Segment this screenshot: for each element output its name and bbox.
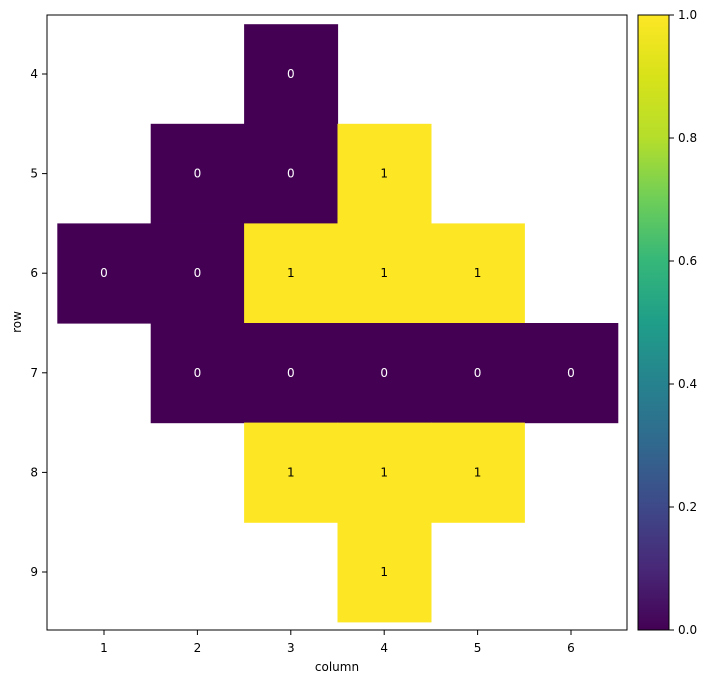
cell-value-label: 1 <box>380 465 388 479</box>
plot-frame <box>46 14 628 631</box>
cell-value-label: 0 <box>194 366 202 380</box>
y-axis-ticks: 4 5 6 7 8 9 <box>30 67 47 579</box>
y-tick-label: 4 <box>30 67 38 81</box>
y-tick-label: 9 <box>30 565 38 579</box>
x-tick-label: 1 <box>100 641 108 655</box>
x-axis-ticks: 1 2 3 4 5 6 <box>100 630 575 655</box>
cell-value-label: 1 <box>474 266 482 280</box>
heatmap-cell-labels: 0 0 0 1 0 0 1 1 1 0 0 0 0 0 1 1 1 1 <box>100 67 575 579</box>
heatmap-cell <box>150 323 245 424</box>
x-tick-label: 5 <box>474 641 482 655</box>
colorbar-tick-label: 0.4 <box>678 377 697 391</box>
heatmap-cell <box>337 323 432 424</box>
colorbar-tick-label: 0.8 <box>678 131 697 145</box>
colorbar <box>637 14 670 631</box>
y-tick-label: 5 <box>30 167 38 181</box>
x-tick-label: 4 <box>380 641 388 655</box>
y-tick-label: 6 <box>30 266 38 280</box>
colorbar-tick-label: 1.0 <box>678 8 697 22</box>
colorbar-tick-label: 0.0 <box>678 623 697 637</box>
y-axis-label: row <box>10 311 24 333</box>
cell-value-label: 1 <box>380 266 388 280</box>
heatmap-cell <box>150 223 245 324</box>
cell-value-label: 1 <box>380 565 388 579</box>
heatmap-cell <box>337 522 432 623</box>
colorbar-ticks: 0.0 0.2 0.4 0.6 0.8 1.0 <box>669 8 697 637</box>
x-axis-label: column <box>315 660 359 674</box>
heatmap-cell <box>150 123 245 224</box>
cell-value-label: 0 <box>567 366 575 380</box>
cell-value-label: 0 <box>194 167 202 181</box>
cell-value-label: 0 <box>287 67 295 81</box>
cell-value-label: 0 <box>100 266 108 280</box>
cell-value-label: 1 <box>474 465 482 479</box>
x-tick-label: 3 <box>287 641 295 655</box>
colorbar-tick-label: 0.6 <box>678 254 697 268</box>
y-tick-label: 8 <box>30 465 38 479</box>
heatmap-cell <box>337 223 432 324</box>
cell-value-label: 0 <box>287 366 295 380</box>
x-tick-label: 6 <box>567 641 575 655</box>
cell-value-label: 0 <box>287 167 295 181</box>
x-tick-label: 2 <box>194 641 202 655</box>
heatmap-cell <box>244 24 339 125</box>
heatmap-cell <box>244 123 339 224</box>
heatmap-cells <box>57 24 619 623</box>
cell-value-label: 1 <box>287 266 295 280</box>
heatmap-cell <box>337 123 432 224</box>
heatmap-cell <box>430 323 525 424</box>
cell-value-label: 0 <box>380 366 388 380</box>
heatmap-cell <box>430 422 525 523</box>
heatmap-cell <box>57 223 152 324</box>
cell-value-label: 1 <box>287 465 295 479</box>
colorbar-tick-label: 0.2 <box>678 500 697 514</box>
heatmap-cell <box>524 323 619 424</box>
heatmap-cell <box>244 223 339 324</box>
cell-value-label: 0 <box>474 366 482 380</box>
y-tick-label: 7 <box>30 366 38 380</box>
cell-value-label: 0 <box>194 266 202 280</box>
heatmap-cell <box>337 422 432 523</box>
cell-value-label: 1 <box>380 167 388 181</box>
heatmap-cell <box>430 223 525 324</box>
heatmap-cell <box>244 323 339 424</box>
heatmap-cell <box>244 422 339 523</box>
